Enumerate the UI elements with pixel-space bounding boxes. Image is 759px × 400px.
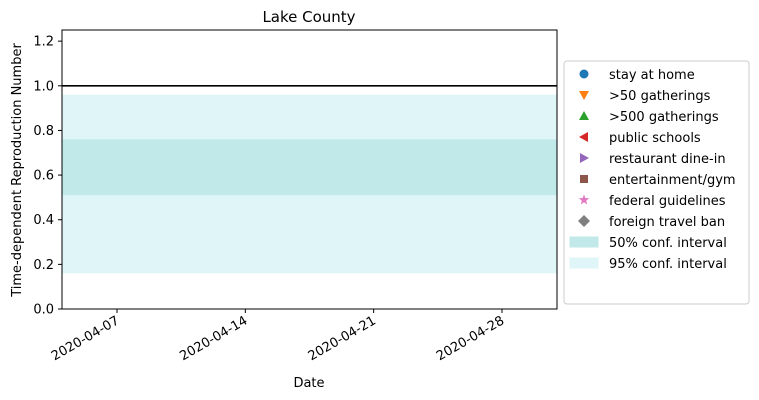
legend-label-1: stay at home [609,68,695,83]
legend-marker-6 [580,175,588,183]
legend-marker-1 [579,69,589,79]
legend-label-2: >50 gatherings [609,89,711,104]
x-tick-label-0: 2020-04-07 [49,313,122,364]
legend-label-5: restaurant dine-in [609,152,726,167]
band-2 [62,139,557,196]
legend-marker-2 [579,91,589,100]
legend-label-10: 95% conf. interval [609,257,727,272]
y-tick-label-3: 0.6 [33,169,54,184]
x-axis: 2020-04-07 2020-04-14 2020-04-21 2020-04-28 [49,309,507,364]
y-tick-label-2: 0.4 [33,213,54,228]
legend-label-8: foreign travel ban [609,215,725,230]
legend: stay at home >50 gatherings >500 gathering… [563,60,750,305]
x-tick-label-1: 2020-04-14 [177,313,250,364]
legend-marker-5 [580,153,589,163]
legend-label-6: entertainment/gym [609,173,736,188]
x-tick-label-3: 2020-04-28 [434,313,507,364]
x-axis-label: Date [293,376,324,391]
legend-marker-3 [579,111,589,120]
y-tick-label-1: 0.2 [33,258,54,273]
y-tick-label-0: 0.0 [33,303,54,318]
legend-marker-7 [578,194,590,205]
y-tick-label-4: 0.8 [33,124,54,139]
y-axis: 0.0 0.2 0.4 0.6 0.8 1.0 1.2 [33,35,62,318]
y-axis-label: Time-dependent Reproduction Number [10,43,25,298]
legend-label-9: 50% conf. interval [609,236,727,251]
legend-marker-9 [569,236,599,248]
plot-frame [61,29,558,310]
y-tick-label-5: 1.0 [33,79,54,94]
x-tick-label-2: 2020-04-21 [306,313,379,364]
confidence-bands [62,94,557,274]
legend-box [563,60,750,305]
legend-label-3: >500 gatherings [609,110,719,125]
legend-label-4: public schools [609,131,701,146]
chart-title: Lake County [262,8,355,26]
legend-marker-10 [569,257,599,269]
legend-label-7: federal guidelines [609,194,726,209]
legend-marker-8 [578,215,590,227]
y-tick-label-6: 1.2 [33,35,54,50]
legend-marker-4 [579,132,588,142]
